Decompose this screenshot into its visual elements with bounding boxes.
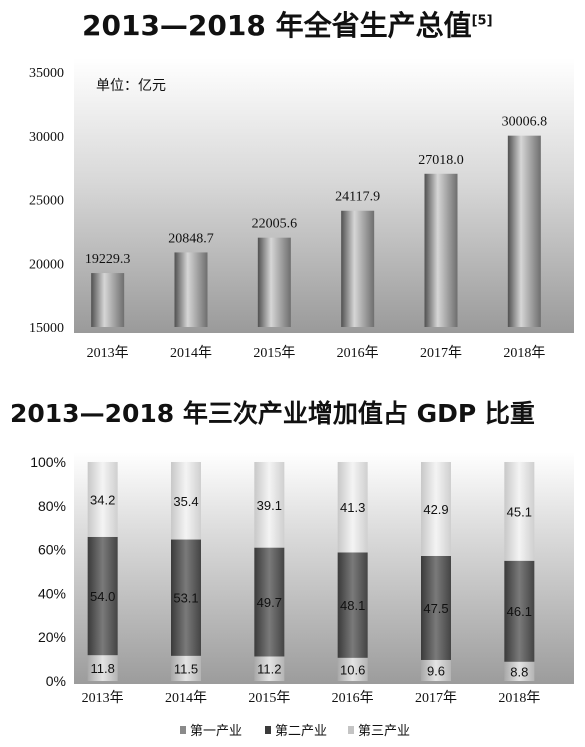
chart2-bar-segment xyxy=(254,462,285,548)
chart2-bar-segment xyxy=(421,555,451,660)
chart2-bar-segment xyxy=(504,661,535,681)
chart2-segment-label: 53.1 xyxy=(173,591,198,606)
chart2-segment-label: 35.4 xyxy=(173,494,198,509)
chart2-bar-segment xyxy=(504,560,535,662)
chart2-ytick-label: 60% xyxy=(38,542,66,558)
chart2-title: 2013—2018 年三次产业增加值占 GDP 比重 xyxy=(10,399,535,428)
chart2-segment-label: 41.3 xyxy=(340,500,365,515)
chart2-segment-label: 42.9 xyxy=(423,502,448,517)
chart2-segment-label: 11.5 xyxy=(174,661,198,676)
chart2-xtick-label: 2014年 xyxy=(165,690,207,706)
chart1-bar xyxy=(91,273,125,327)
chart2-bar-segment xyxy=(337,462,368,553)
chart1-ytick-label: 20000 xyxy=(29,257,64,272)
chart1-ytick-label: 30000 xyxy=(29,130,64,145)
chart2-segment-label: 45.1 xyxy=(507,504,532,519)
chart1-xtick-label: 2017年 xyxy=(420,345,462,361)
chart1-value-label: 27018.0 xyxy=(418,153,464,168)
chart2-xtick-label: 2015年 xyxy=(248,690,290,706)
chart2-segment-label: 54.0 xyxy=(90,589,115,604)
chart1-value-label: 24117.9 xyxy=(335,190,380,205)
chart2-bar-segment xyxy=(254,656,285,681)
chart1-value-label: 19229.3 xyxy=(85,252,131,267)
chart1-ytick-label: 15000 xyxy=(29,321,64,336)
chart1-unit-label: 单位：亿元 xyxy=(96,78,166,94)
chart2-segment-label: 10.6 xyxy=(340,662,365,677)
chart2-segment-label: 9.6 xyxy=(427,663,445,678)
chart2-ytick-label: 80% xyxy=(38,498,66,514)
chart2-legend-swatch xyxy=(348,726,354,734)
chart1-xtick-label: 2016年 xyxy=(337,345,379,361)
chart2-bar-segment xyxy=(87,462,118,537)
chart2-bar-segment xyxy=(504,462,535,561)
chart1-value-label: 22005.6 xyxy=(252,217,298,232)
chart1-xtick-label: 2014年 xyxy=(170,345,212,361)
chart2-ytick-label: 20% xyxy=(38,629,66,645)
chart2-bar-segment xyxy=(171,462,201,540)
chart2-bar-segment xyxy=(421,462,451,556)
chart2-ytick-label: 40% xyxy=(38,585,66,601)
chart2-ytick-label: 0% xyxy=(46,673,66,689)
chart2-legend-swatch xyxy=(265,726,271,734)
chart2-xtick-label: 2016年 xyxy=(332,690,374,706)
chart2-bar-segment xyxy=(87,536,118,656)
chart2-segment-label: 11.2 xyxy=(257,662,281,677)
chart2-bar-segment xyxy=(421,659,451,681)
chart2-legend-label: 第二产业 xyxy=(275,723,327,738)
chart1-bar xyxy=(424,173,458,327)
chart1-value-label: 30006.8 xyxy=(502,115,548,130)
chart1-title-text: 2013—2018 年全省生产总值 xyxy=(82,9,472,42)
chart1-xtick-label: 2013年 xyxy=(87,345,129,361)
chart2-bar-segment xyxy=(171,539,201,656)
chart2-legend-label: 第三产业 xyxy=(358,723,410,738)
chart1-bar xyxy=(507,135,541,327)
gdp-bar-chart: 单位：亿元 15000 20000 25000 30000 35000 19229.3 2… xyxy=(29,58,574,361)
chart1-xtick-label: 2015年 xyxy=(253,345,295,361)
chart2-segment-label: 39.1 xyxy=(257,498,282,513)
chart2-segment-label: 8.8 xyxy=(510,664,528,679)
chart2-segment-label: 48.1 xyxy=(340,598,365,613)
chart1-title-superscript: [5] xyxy=(471,13,493,29)
chart2-legend-swatch xyxy=(180,726,186,734)
chart1-title: 2013—2018 年全省生产总值[5] xyxy=(82,4,493,44)
chart2-xtick-label: 2017年 xyxy=(415,690,457,706)
chart2-bar-segment xyxy=(337,657,368,681)
chart2-segment-label: 34.2 xyxy=(90,492,115,507)
chart1-ytick-label: 25000 xyxy=(29,194,64,209)
chart1-plot-background xyxy=(74,58,574,333)
chart2-ytick-label: 100% xyxy=(30,454,66,470)
chart2-xtick-label: 2013年 xyxy=(82,690,124,706)
chart2-bar-segment xyxy=(171,655,201,681)
chart2-segment-label: 47.5 xyxy=(423,601,448,616)
chart2-bar-segment xyxy=(254,547,285,657)
chart2-segment-label: 49.7 xyxy=(257,595,282,610)
chart2-legend-label: 第一产业 xyxy=(190,723,242,738)
chart2-segment-label: 46.1 xyxy=(507,604,532,619)
chart2-plot-background xyxy=(74,452,574,684)
chart1-value-label: 20848.7 xyxy=(168,231,214,246)
chart1-xtick-label: 2018年 xyxy=(503,345,545,361)
chart1-bar xyxy=(257,237,291,327)
chart2-bar-segment xyxy=(337,552,368,658)
chart2-xtick-label: 2018年 xyxy=(498,690,540,706)
chart1-bar xyxy=(341,210,375,327)
chart1-bar xyxy=(174,252,208,327)
chart1-ytick-label: 35000 xyxy=(29,66,64,81)
chart2-segment-label: 11.8 xyxy=(90,661,114,676)
chart2-bar-segment xyxy=(87,655,118,681)
